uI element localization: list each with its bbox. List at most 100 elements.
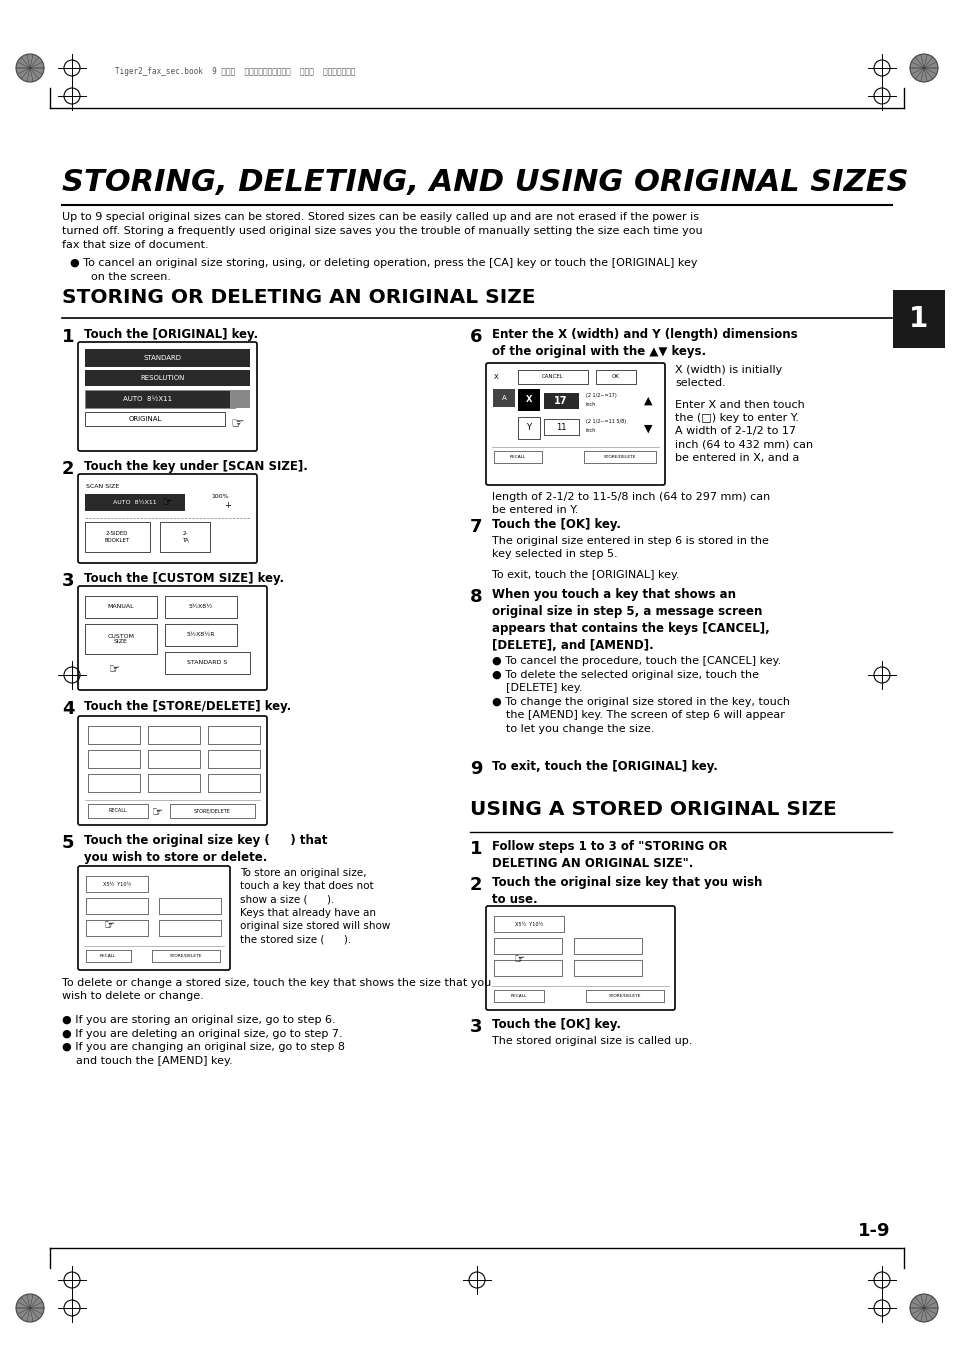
Bar xyxy=(165,624,236,646)
Text: STANDARD S: STANDARD S xyxy=(187,661,227,666)
Bar xyxy=(170,804,254,817)
Text: MANUAL: MANUAL xyxy=(108,604,134,609)
Bar xyxy=(517,417,539,439)
Text: A: A xyxy=(501,394,506,401)
Text: 17: 17 xyxy=(554,396,567,407)
Bar xyxy=(160,521,210,553)
Text: +: + xyxy=(224,501,232,511)
Text: AUTO  8½X11: AUTO 8½X11 xyxy=(123,396,172,403)
Text: CANCEL: CANCEL xyxy=(541,374,563,380)
Text: Touch the [ORIGINAL] key.: Touch the [ORIGINAL] key. xyxy=(84,328,258,340)
Bar xyxy=(208,725,260,744)
Text: ▼: ▼ xyxy=(643,424,652,434)
Bar xyxy=(148,725,200,744)
Bar xyxy=(88,750,140,767)
Text: STORING, DELETING, AND USING ORIGINAL SIZES: STORING, DELETING, AND USING ORIGINAL SI… xyxy=(62,168,907,197)
Text: 6: 6 xyxy=(470,328,482,346)
Text: Touch the original size key (     ) that
you wish to store or delete.: Touch the original size key ( ) that you… xyxy=(84,834,327,865)
Bar xyxy=(208,774,260,792)
Bar xyxy=(86,950,131,962)
Text: 2-SIDED
BOOKLET: 2-SIDED BOOKLET xyxy=(104,531,130,543)
Text: inch: inch xyxy=(585,401,596,407)
Bar xyxy=(517,389,539,411)
Text: X5½  Y10½: X5½ Y10½ xyxy=(103,881,131,886)
Bar xyxy=(596,370,636,384)
Text: AUTO  8½X11: AUTO 8½X11 xyxy=(113,500,156,505)
Text: To exit, touch the [ORIGINAL] key.: To exit, touch the [ORIGINAL] key. xyxy=(492,570,679,580)
Text: Touch the key under [SCAN SIZE].: Touch the key under [SCAN SIZE]. xyxy=(84,459,308,473)
Text: ☞: ☞ xyxy=(104,920,115,932)
Text: ☞: ☞ xyxy=(514,954,525,966)
Bar xyxy=(208,750,260,767)
Bar xyxy=(148,774,200,792)
Bar xyxy=(494,451,541,463)
Text: The stored original size is called up.: The stored original size is called up. xyxy=(492,1036,692,1046)
Circle shape xyxy=(16,1294,44,1323)
Text: 100%: 100% xyxy=(211,493,229,499)
Bar xyxy=(494,938,561,954)
Text: RECALL: RECALL xyxy=(109,808,128,813)
FancyBboxPatch shape xyxy=(485,907,675,1011)
Text: Touch the original size key that you wish
to use.: Touch the original size key that you wis… xyxy=(492,875,761,907)
Text: To delete or change a stored size, touch the key that shows the size that you
wi: To delete or change a stored size, touch… xyxy=(62,978,491,1001)
Bar xyxy=(585,990,663,1002)
Bar xyxy=(159,898,221,915)
Text: Touch the [OK] key.: Touch the [OK] key. xyxy=(492,517,620,531)
FancyBboxPatch shape xyxy=(78,342,256,451)
Text: When you touch a key that shows an
original size in step 5, a message screen
app: When you touch a key that shows an origi… xyxy=(492,588,769,653)
Text: To store an original size,
touch a key that does not
show a size (      ).
Keys : To store an original size, touch a key t… xyxy=(240,867,390,944)
Bar xyxy=(88,804,148,817)
Text: 3: 3 xyxy=(470,1019,482,1036)
Bar xyxy=(85,624,157,654)
FancyBboxPatch shape xyxy=(78,586,267,690)
Bar xyxy=(230,390,250,408)
Text: STORE/DELETE: STORE/DELETE xyxy=(193,808,231,813)
Text: RECALL: RECALL xyxy=(510,994,527,998)
Text: OK: OK xyxy=(612,374,619,380)
Bar xyxy=(583,451,656,463)
Bar xyxy=(85,349,250,367)
Circle shape xyxy=(909,54,937,82)
Text: 2: 2 xyxy=(470,875,482,894)
Text: 11: 11 xyxy=(556,423,566,431)
Text: USING A STORED ORIGINAL SIZE: USING A STORED ORIGINAL SIZE xyxy=(470,800,836,819)
Text: Enter the X (width) and Y (length) dimensions
of the original with the ▲▼ keys.: Enter the X (width) and Y (length) dimen… xyxy=(492,328,797,358)
Bar xyxy=(165,653,250,674)
Bar xyxy=(85,370,250,386)
Bar xyxy=(85,390,234,408)
Bar xyxy=(543,393,578,409)
Text: Follow steps 1 to 3 of "STORING OR
DELETING AN ORIGINAL SIZE".: Follow steps 1 to 3 of "STORING OR DELET… xyxy=(492,840,727,870)
Bar xyxy=(493,389,515,407)
FancyBboxPatch shape xyxy=(78,716,267,825)
Bar xyxy=(494,916,563,932)
Text: 7: 7 xyxy=(470,517,482,536)
Text: 2: 2 xyxy=(62,459,74,478)
Text: 1: 1 xyxy=(470,840,482,858)
FancyBboxPatch shape xyxy=(78,866,230,970)
Circle shape xyxy=(16,54,44,82)
Text: X: X xyxy=(493,374,497,380)
Text: SCAN SIZE: SCAN SIZE xyxy=(86,484,119,489)
Bar xyxy=(165,596,236,617)
Bar xyxy=(88,774,140,792)
Text: STORE/DELETE: STORE/DELETE xyxy=(608,994,640,998)
Bar xyxy=(494,961,561,975)
Text: Touch the [OK] key.: Touch the [OK] key. xyxy=(492,1019,620,1031)
Bar xyxy=(494,990,543,1002)
Text: To exit, touch the [ORIGINAL] key.: To exit, touch the [ORIGINAL] key. xyxy=(492,761,717,773)
Text: 1-9: 1-9 xyxy=(857,1223,889,1240)
Text: (2 1/2~=11 5/8): (2 1/2~=11 5/8) xyxy=(585,419,625,423)
Text: 8: 8 xyxy=(470,588,482,607)
Text: ORIGINAL: ORIGINAL xyxy=(129,416,162,422)
Text: ☞: ☞ xyxy=(152,807,164,820)
Text: 2-
TA: 2- TA xyxy=(181,531,188,543)
Text: inch: inch xyxy=(585,427,596,432)
Text: ● To cancel an original size storing, using, or deleting operation, press the [C: ● To cancel an original size storing, us… xyxy=(70,258,697,282)
Text: ▲: ▲ xyxy=(643,396,652,407)
Text: ● If you are storing an original size, go to step 6.
● If you are deleting an or: ● If you are storing an original size, g… xyxy=(62,1015,345,1066)
Text: Up to 9 special original sizes can be stored. Stored sizes can be easily called : Up to 9 special original sizes can be st… xyxy=(62,212,702,250)
Bar xyxy=(88,725,140,744)
Text: Enter X and then touch
the (□) key to enter Y.
A width of 2-1/2 to 17
inch (64 t: Enter X and then touch the (□) key to en… xyxy=(675,400,812,463)
Text: STORE/DELETE: STORE/DELETE xyxy=(170,954,202,958)
Text: 4: 4 xyxy=(62,700,74,717)
